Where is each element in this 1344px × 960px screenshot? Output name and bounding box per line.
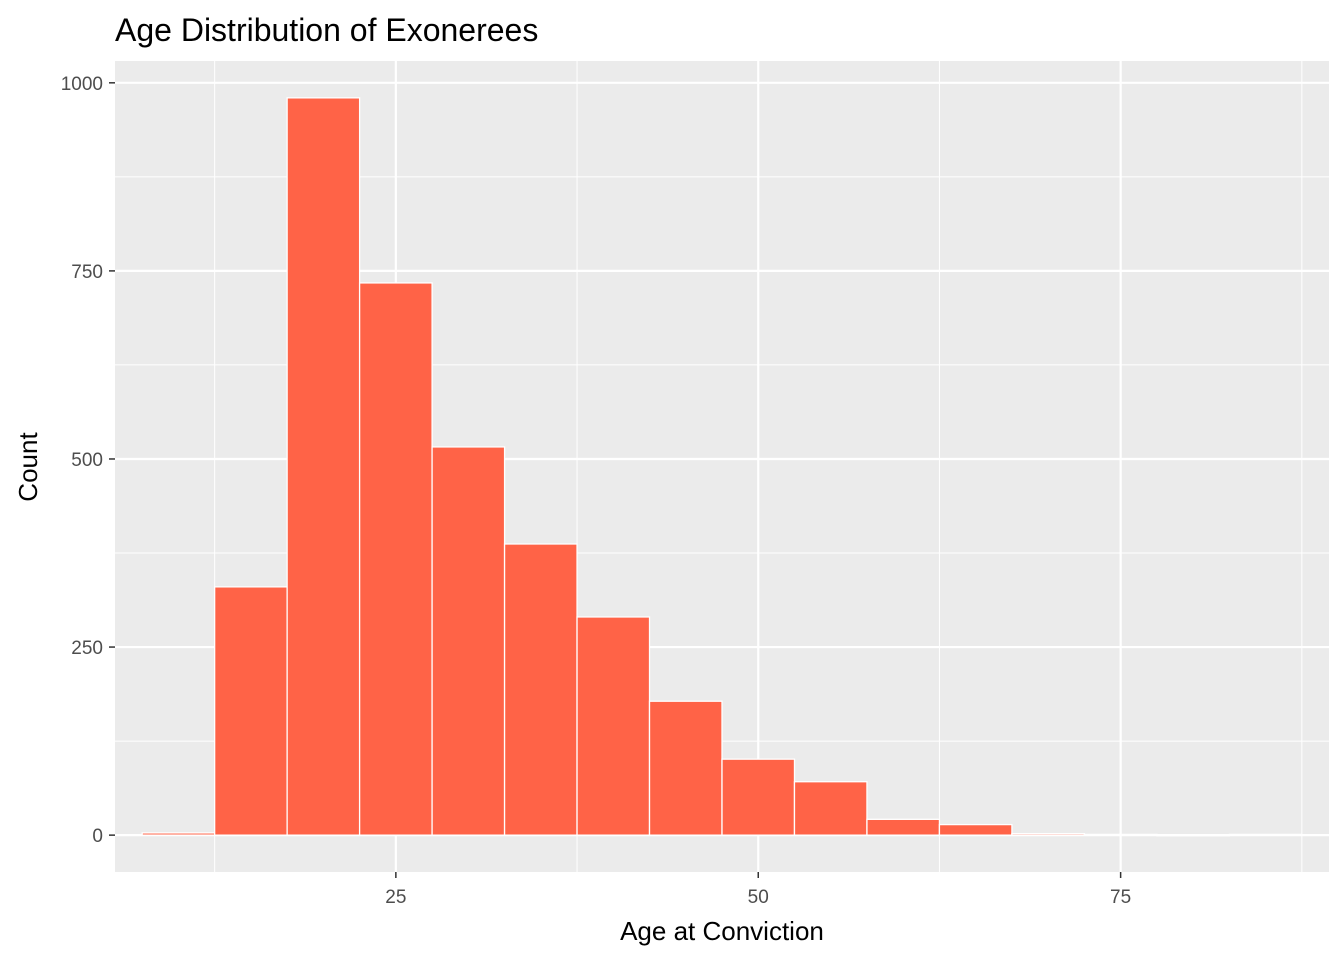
histogram-bar-1	[141, 832, 216, 836]
y-tick-label: 250	[71, 638, 103, 659]
histogram-bar-6	[503, 543, 578, 836]
histogram-bar-9	[721, 758, 796, 836]
y-tick-label: 1000	[61, 74, 103, 95]
histogram-bar-10	[793, 781, 868, 836]
histogram-bar-8	[648, 700, 723, 836]
histogram-bar-4	[358, 282, 433, 836]
x-axis-label: Age at Conviction	[620, 916, 824, 946]
histogram-bar-5	[431, 446, 506, 836]
histogram-bars	[141, 97, 1303, 837]
histogram-bar-16	[1228, 833, 1303, 836]
y-tick-label: 0	[92, 826, 103, 847]
y-tick-label: 500	[71, 450, 103, 471]
histogram-bar-2	[214, 586, 288, 836]
histogram-bar-15	[1156, 834, 1230, 837]
y-axis: 0 250 500 750 1000	[61, 74, 115, 847]
y-axis-label: Count	[13, 432, 43, 502]
histogram-bar-7	[576, 616, 651, 836]
y-tick-label: 750	[71, 262, 103, 283]
x-axis: 25 50 75	[385, 872, 1131, 908]
x-tick-label: 75	[1110, 887, 1131, 908]
histogram-bar-11	[866, 818, 941, 836]
x-tick-label: 50	[748, 887, 769, 908]
histogram-bar-12	[938, 823, 1013, 836]
histogram-bar-14	[1083, 833, 1158, 836]
x-tick-label: 25	[385, 887, 406, 908]
histogram-bar-13	[1011, 832, 1086, 836]
histogram-bar-3	[286, 97, 361, 836]
chart-title: Age Distribution of Exonerees	[115, 12, 538, 48]
